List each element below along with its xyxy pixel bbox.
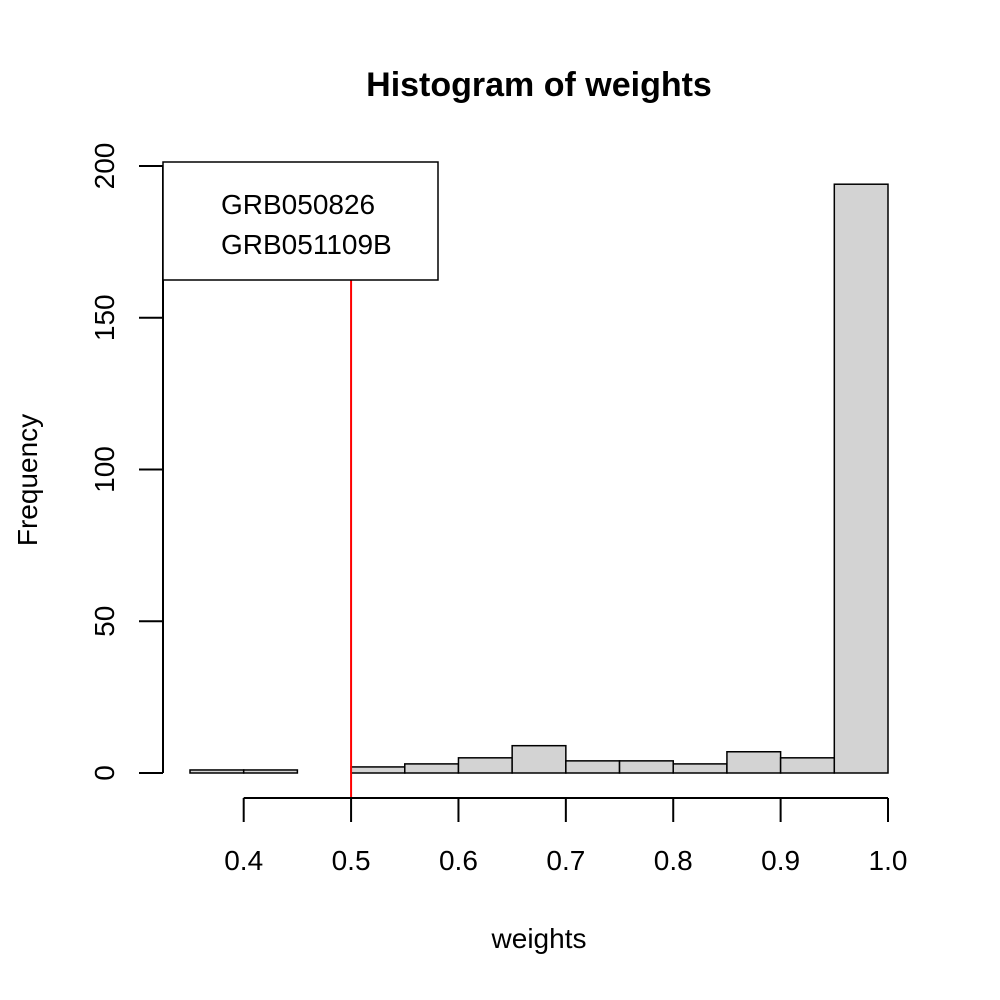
x-tick-label: 0.6 [439, 845, 478, 876]
y-tick-label: 200 [89, 143, 120, 190]
chart-title: Histogram of weights [366, 66, 712, 104]
y-tick-label: 100 [89, 446, 120, 493]
x-tick-label: 0.9 [761, 845, 800, 876]
histogram-bar [672, 763, 728, 774]
y-tick-label: 0 [89, 765, 120, 781]
x-tick-label: 0.7 [546, 845, 585, 876]
histogram-bar [779, 757, 836, 774]
annotation-box: GRB050826 GRB051109B [162, 161, 439, 281]
histogram-bar [457, 757, 513, 774]
y-axis: 0 50 100 150 200 [89, 143, 164, 781]
histogram-bar [726, 751, 782, 774]
x-tick-label: 0.8 [654, 845, 693, 876]
histogram-bar [565, 760, 621, 774]
x-axis-label: weights [491, 923, 587, 954]
x-axis: 0.4 0.5 0.6 0.7 0.8 0.9 1.0 [224, 797, 908, 876]
x-tick-label: 0.4 [224, 845, 263, 876]
histogram-bar [350, 766, 406, 774]
histogram-bar [618, 760, 674, 774]
annotation-box-frame [162, 161, 439, 281]
y-tick-label: 50 [89, 606, 120, 637]
annotation-text: GRB050826 [221, 189, 375, 220]
histogram-bar [404, 763, 460, 774]
histogram-bar [511, 744, 567, 774]
y-axis-label: Frequency [12, 414, 43, 546]
x-tick-label: 1.0 [869, 845, 908, 876]
x-tick-label: 0.5 [332, 845, 371, 876]
histogram-bar [833, 183, 889, 774]
annotation-text: GRB051109B [221, 229, 392, 260]
y-tick-label: 150 [89, 294, 120, 341]
bars-group [189, 183, 889, 774]
histogram-bar [189, 769, 245, 774]
histogram-bar [242, 769, 299, 774]
